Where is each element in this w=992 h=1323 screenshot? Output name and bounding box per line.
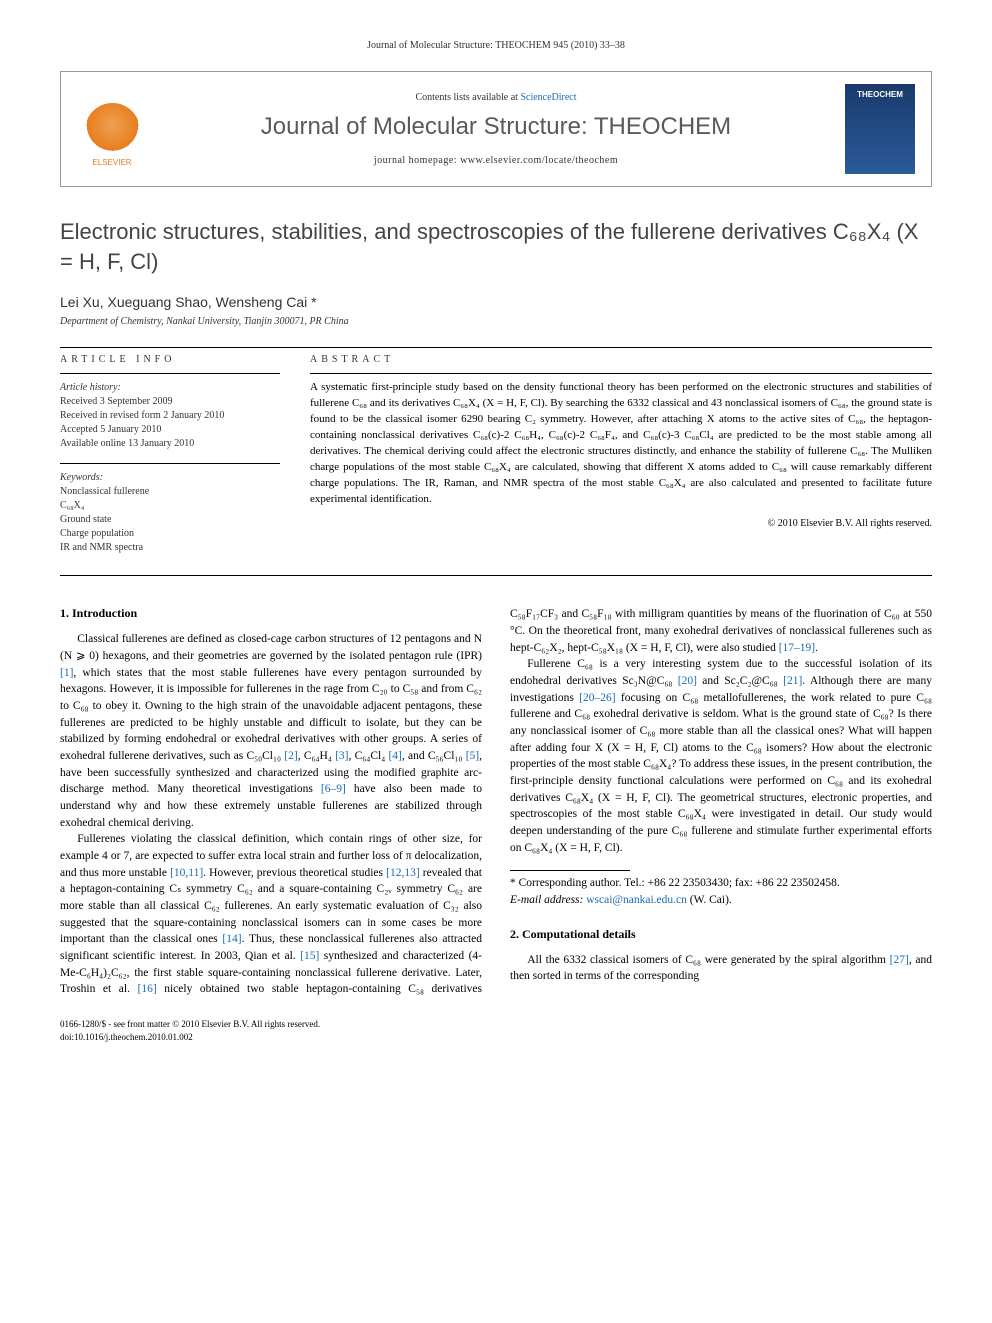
online-date: Available online 13 January 2010 [60, 437, 280, 451]
abstract-copyright: © 2010 Elsevier B.V. All rights reserved… [310, 518, 932, 529]
cover-title: THEOCHEM [849, 90, 911, 99]
homepage-prefix: journal homepage: [374, 155, 460, 166]
journal-cover-thumb: THEOCHEM [845, 84, 915, 174]
ref-2[interactable]: [2] [284, 750, 297, 762]
article-info-rule [60, 373, 280, 374]
ref-16[interactable]: [16] [138, 983, 157, 995]
meta-columns: ARTICLE INFO Article history: Received 3… [60, 354, 932, 555]
abstract-heading: ABSTRACT [310, 354, 932, 365]
article-info-heading: ARTICLE INFO [60, 354, 280, 365]
computational-heading: 2. Computational details [510, 927, 932, 942]
keyword-2: C₆₈X₄ [60, 499, 280, 513]
rule-top [60, 347, 932, 348]
revised-date: Received in revised form 2 January 2010 [60, 409, 280, 423]
sciencedirect-link[interactable]: ScienceDirect [520, 92, 576, 103]
footnote-rule [510, 870, 630, 871]
rule-bottom [60, 575, 932, 576]
body-columns: 1. Introduction Classical fullerenes are… [60, 606, 932, 998]
intro-para-3: Fullerene C₆₈ is a very interesting syst… [510, 656, 932, 856]
ref-1[interactable]: [1] [60, 667, 73, 679]
ref-10-11[interactable]: [10,11] [170, 867, 203, 879]
footnote-block: * Corresponding author. Tel.: +86 22 235… [510, 870, 932, 908]
authors: Lei Xu, Xueguang Shao, Wensheng Cai * [60, 294, 932, 310]
running-head: Journal of Molecular Structure: THEOCHEM… [60, 40, 932, 51]
article-info-block: ARTICLE INFO Article history: Received 3… [60, 354, 280, 555]
ref-5[interactable]: [5] [466, 750, 479, 762]
comp-para-1: All the 6332 classical isomers of C₆₈ we… [510, 952, 932, 985]
elsevier-logo: ELSEVIER [77, 92, 147, 167]
ref-6-9[interactable]: [6–9] [321, 783, 346, 795]
footer-block: 0166-1280/$ - see front matter © 2010 El… [60, 1018, 932, 1043]
contents-prefix: Contents lists available at [415, 92, 520, 103]
keywords-label: Keywords: [60, 472, 280, 483]
footer-copyright: 0166-1280/$ - see front matter © 2010 El… [60, 1018, 932, 1031]
ref-21[interactable]: [21] [783, 675, 802, 687]
elsevier-tree-icon [85, 103, 140, 158]
abstract-rule [310, 373, 932, 374]
keyword-5: IR and NMR spectra [60, 541, 280, 555]
journal-header-box: ELSEVIER Contents lists available at Sci… [60, 71, 932, 187]
ref-3[interactable]: [3] [335, 750, 348, 762]
keyword-3: Ground state [60, 513, 280, 527]
ref-27[interactable]: [27] [890, 954, 909, 966]
ref-20[interactable]: [20] [678, 675, 697, 687]
ref-20-26[interactable]: [20–26] [579, 692, 615, 704]
history-label: Article history: [60, 382, 280, 393]
homepage-line: journal homepage: www.elsevier.com/locat… [163, 155, 829, 166]
abstract-text: A systematic first-principle study based… [310, 380, 932, 508]
header-center: Contents lists available at ScienceDirec… [163, 92, 829, 166]
journal-name: Journal of Molecular Structure: THEOCHEM [163, 113, 829, 141]
ref-17-19[interactable]: [17–19] [779, 642, 815, 654]
ref-12-13[interactable]: [12,13] [386, 867, 420, 879]
ref-15[interactable]: [15] [300, 950, 319, 962]
footer-doi: doi:10.1016/j.theochem.2010.01.002 [60, 1031, 932, 1044]
keyword-1: Nonclassical fullerene [60, 485, 280, 499]
corresponding-author: * Corresponding author. Tel.: +86 22 235… [510, 875, 932, 892]
ref-14[interactable]: [14] [222, 933, 241, 945]
intro-heading: 1. Introduction [60, 606, 482, 621]
intro-para-1: Classical fullerenes are defined as clos… [60, 631, 482, 831]
contents-line: Contents lists available at ScienceDirec… [163, 92, 829, 103]
email-line: E-mail address: wscai@nankai.edu.cn (W. … [510, 892, 932, 909]
ref-4[interactable]: [4] [388, 750, 401, 762]
article-title: Electronic structures, stabilities, and … [60, 217, 932, 276]
keyword-4: Charge population [60, 527, 280, 541]
publisher-label: ELSEVIER [92, 158, 131, 167]
homepage-url[interactable]: www.elsevier.com/locate/theochem [460, 155, 618, 166]
affiliation: Department of Chemistry, Nankai Universi… [60, 316, 932, 327]
keywords-rule [60, 463, 280, 464]
email-link[interactable]: wscai@nankai.edu.cn [586, 894, 687, 906]
received-date: Received 3 September 2009 [60, 395, 280, 409]
accepted-date: Accepted 5 January 2010 [60, 423, 280, 437]
abstract-block: ABSTRACT A systematic first-principle st… [310, 354, 932, 555]
